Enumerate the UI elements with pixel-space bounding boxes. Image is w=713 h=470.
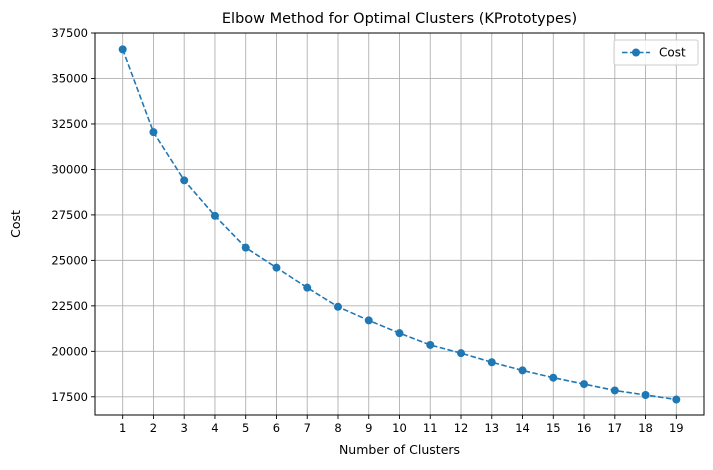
x-tick-label: 19 (669, 421, 684, 435)
x-tick-label: 13 (484, 421, 499, 435)
legend-marker-cost (632, 48, 640, 57)
data-point (364, 316, 373, 325)
y-tick-label: 37500 (51, 26, 88, 40)
x-tick-label: 12 (454, 421, 469, 435)
x-tick-label: 5 (242, 421, 249, 435)
data-point (580, 380, 589, 389)
data-point (180, 176, 189, 185)
x-tick-label: 4 (211, 421, 218, 435)
x-tick-label: 16 (577, 421, 592, 435)
chart-title: Elbow Method for Optimal Clusters (KProt… (222, 11, 577, 27)
x-tick-label: 1 (119, 421, 126, 435)
legend-box (613, 39, 699, 66)
y-tick-label: 22500 (51, 299, 88, 313)
data-point (426, 340, 435, 349)
x-axis-label: Number of Clusters (339, 442, 460, 457)
x-tick-label: 18 (638, 421, 653, 435)
x-tick-label: 3 (181, 421, 188, 435)
x-tick-label: 8 (334, 421, 341, 435)
x-tick-label: 11 (423, 421, 438, 435)
x-axis-ticks: 1 2 3 4 5 6 7 8 9 10 11 12 13 14 15 16 17 18 19 (119, 415, 684, 435)
y-tick-label: 30000 (51, 162, 88, 176)
data-point (487, 358, 496, 367)
plot-frame (94, 32, 705, 416)
legend: Cost (613, 39, 699, 66)
data-point (672, 395, 681, 404)
x-tick-label: 7 (304, 421, 311, 435)
data-point (641, 390, 650, 399)
y-tick-label: 32500 (51, 117, 88, 131)
x-tick-label: 9 (365, 421, 372, 435)
x-tick-label: 17 (607, 421, 622, 435)
data-point (518, 366, 527, 375)
x-tick-label: 10 (392, 421, 407, 435)
y-tick-label: 35000 (51, 71, 88, 85)
data-point (303, 283, 312, 292)
data-point (457, 349, 466, 358)
y-tick-label: 27500 (51, 208, 88, 222)
y-axis-label: Cost (8, 210, 23, 238)
data-point (549, 373, 558, 382)
data-point (272, 263, 281, 272)
data-point (395, 329, 404, 338)
x-tick-label: 14 (515, 421, 530, 435)
data-point (149, 128, 158, 137)
data-point (210, 211, 219, 220)
data-point (118, 45, 127, 54)
series-cost (118, 45, 681, 404)
x-tick-label: 2 (150, 421, 157, 435)
x-tick-label: 15 (546, 421, 561, 435)
y-tick-label: 20000 (51, 344, 88, 358)
data-point (333, 302, 342, 311)
y-tick-label: 17500 (51, 390, 88, 404)
y-axis-ticks: 17500 20000 22500 25000 27500 30000 32500 35000… (51, 26, 95, 404)
data-point (241, 243, 250, 252)
x-tick-label: 6 (273, 421, 280, 435)
data-point (610, 386, 619, 395)
grid (95, 32, 704, 415)
y-tick-label: 25000 (51, 253, 88, 267)
legend-label-cost: Cost (659, 46, 686, 60)
